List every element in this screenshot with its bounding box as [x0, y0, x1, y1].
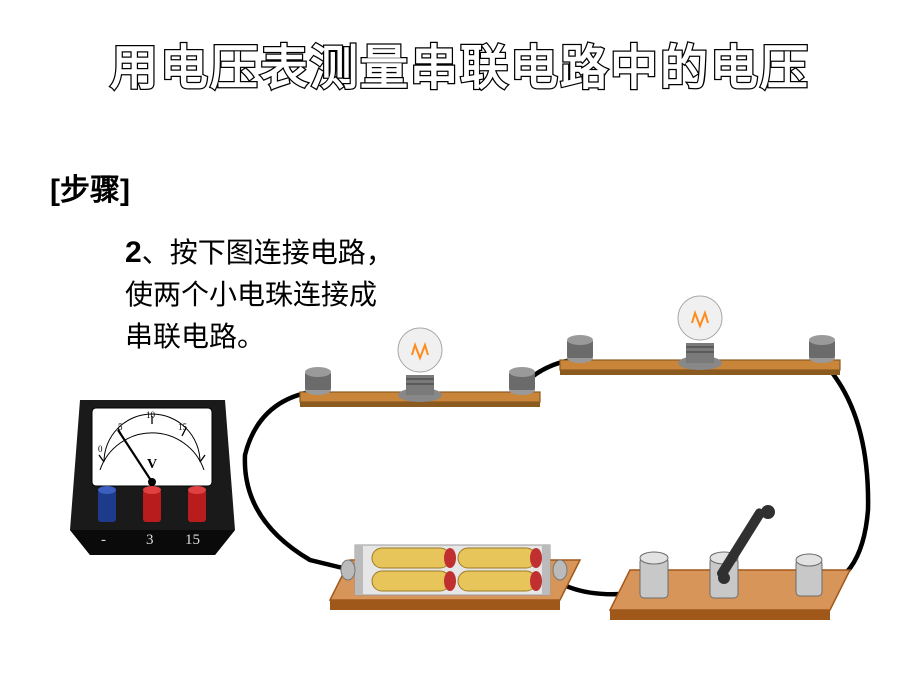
circuit-diagram: 0 5 10 15 V - 3 15	[0, 0, 920, 690]
bulb-right	[678, 296, 722, 370]
voltmeter: 0 5 10 15 V - 3 15	[70, 400, 235, 555]
meter-15-label: 15	[185, 532, 200, 548]
battery-holder	[330, 545, 580, 610]
bulb-left	[398, 328, 442, 402]
meter-3-label: 3	[146, 532, 154, 548]
switch	[610, 505, 850, 620]
svg-text:10: 10	[146, 410, 156, 420]
meter-neg-label: -	[101, 532, 106, 548]
bulb-board-right	[560, 296, 840, 375]
svg-text:0: 0	[98, 444, 103, 454]
bulb-board-left	[300, 328, 540, 407]
svg-text:V: V	[147, 457, 157, 472]
svg-text:15: 15	[178, 422, 188, 432]
